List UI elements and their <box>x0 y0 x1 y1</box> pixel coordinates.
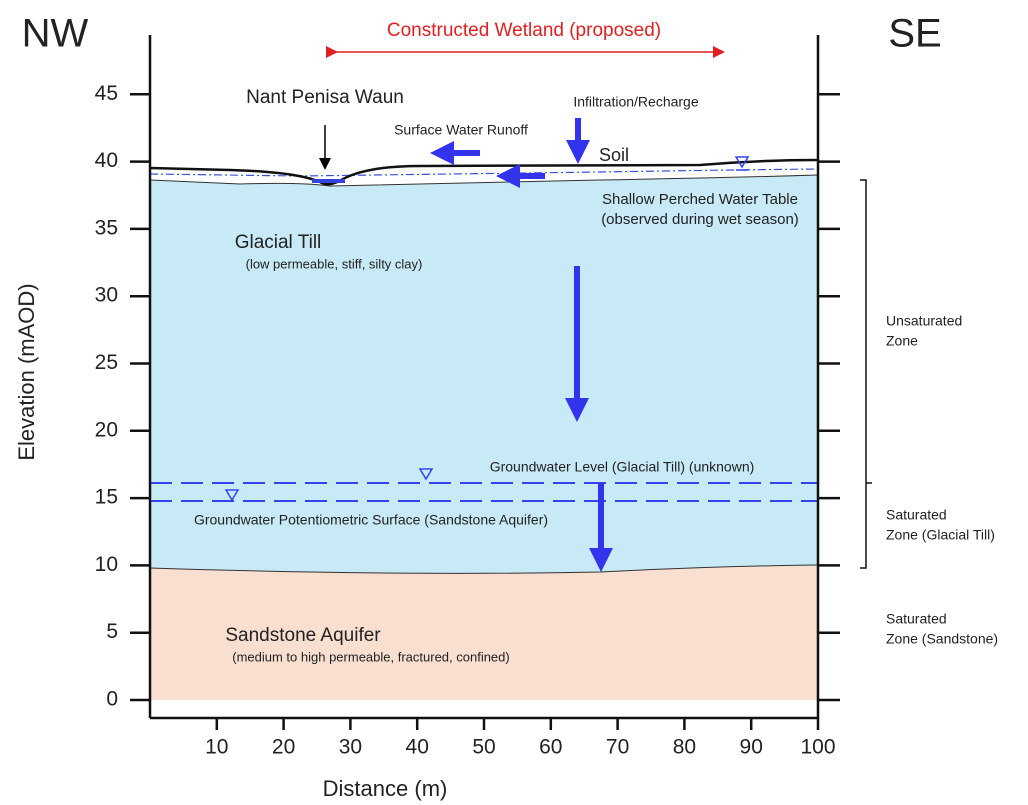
x-tick-label: 20 <box>272 736 295 759</box>
y-tick-label: 35 <box>95 216 118 239</box>
x-tick-label: 10 <box>205 736 228 759</box>
wetland-pond <box>312 179 345 183</box>
zone-label: Zone (Glacial Till) <box>886 527 995 543</box>
y-tick-label: 25 <box>95 351 118 374</box>
y-tick-label: 30 <box>95 284 118 307</box>
nw-label: NW <box>22 12 89 56</box>
x-tick-label: 30 <box>339 736 362 759</box>
zone-label: Saturated <box>886 611 947 627</box>
stream-label: Nant Penisa Waun <box>246 87 404 108</box>
till-desc: (low permeable, stiff, silty clay) <box>246 256 423 271</box>
zone-brackets <box>860 180 872 568</box>
gw-till-label: Groundwater Level (Glacial Till) (unknow… <box>490 459 755 475</box>
title: Constructed Wetland (proposed) <box>387 20 661 41</box>
y-tick-label: 15 <box>95 486 118 509</box>
x-tick-label: 40 <box>406 736 429 759</box>
recharge-label: Infiltration/Recharge <box>573 94 699 110</box>
y-tick-label: 0 <box>106 688 118 711</box>
perched-label: Shallow Perched Water Table <box>602 191 798 208</box>
soil-label: Soil <box>599 145 629 165</box>
se-label: SE <box>888 12 941 56</box>
x-tick-label: 50 <box>472 736 495 759</box>
gw-sandstone-label: Groundwater Potentiometric Surface (Sand… <box>194 512 548 528</box>
zone-label: Zone (Sandstone) <box>886 631 998 647</box>
x-tick-label: 90 <box>740 736 763 759</box>
y-tick-label: 5 <box>106 620 118 643</box>
runoff-label: Surface Water Runoff <box>394 122 528 138</box>
x-tick-label: 60 <box>539 736 562 759</box>
sandstone-label: Sandstone Aquifer <box>225 625 381 646</box>
zone-labels: Unsaturated Zone Saturated Zone (Glacial Ti… <box>886 313 998 647</box>
y-tick-label: 10 <box>95 553 118 576</box>
perched-note: (observed during wet season) <box>601 211 799 228</box>
y-tick-label: 45 <box>95 82 118 105</box>
zone-label: Unsaturated <box>886 313 962 329</box>
y-axis-label: Elevation (mAOD) <box>14 283 39 460</box>
y-tick-label: 40 <box>95 149 118 172</box>
sandstone-desc: (medium to high permeable, fractured, co… <box>232 649 509 664</box>
x-tick-label: 80 <box>673 736 696 759</box>
x-axis-label: Distance (m) <box>323 776 448 801</box>
cross-section: NW SE Constructed Wetland (proposed) Ele… <box>0 0 1028 805</box>
x-tick-label: 70 <box>606 736 629 759</box>
y-tick-label: 20 <box>95 418 118 441</box>
zone-label: Saturated <box>886 507 947 523</box>
zone-label: Zone <box>886 333 918 349</box>
x-tick-label: 100 <box>800 736 835 759</box>
till-label: Glacial Till <box>235 232 322 253</box>
